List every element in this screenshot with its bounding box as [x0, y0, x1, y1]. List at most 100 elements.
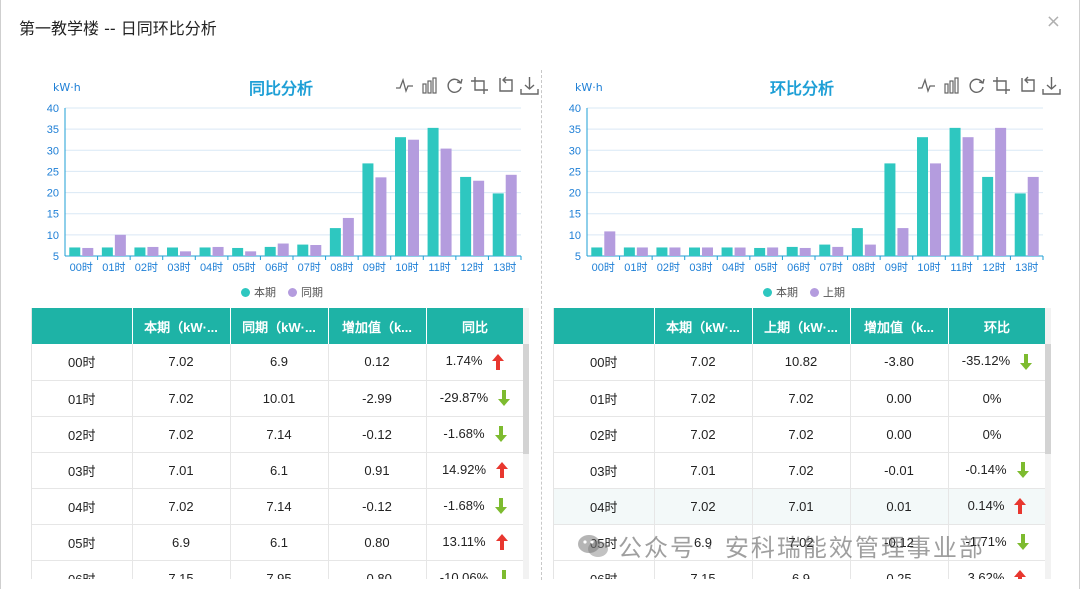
ratio-value: -1.68% [443, 497, 485, 513]
cell-hour: 02时 [32, 416, 133, 453]
x-tick-label: 09时 [885, 261, 908, 274]
crop-icon[interactable] [992, 76, 1011, 95]
table-row[interactable]: 02时 7.02 7.14 -0.12 -1.68% [32, 416, 525, 453]
table-row[interactable]: 03时 7.01 6.1 0.91 14.92% [32, 452, 525, 489]
table-scrollbar[interactable] [523, 308, 529, 579]
arrow-up-icon [492, 354, 505, 371]
table-row[interactable]: 01时 7.02 7.02 0.00 0% [554, 380, 1047, 417]
table-row[interactable]: 03时 7.01 7.02 -0.01 -0.14% [554, 452, 1047, 489]
ratio-value: 1.74% [445, 353, 483, 369]
y-tick-label: 10 [569, 230, 581, 242]
legend-dot-current [763, 287, 772, 297]
bar-compare [767, 247, 779, 256]
line-chart-icon[interactable] [917, 76, 936, 95]
cell-hour: 00时 [32, 344, 133, 381]
scrollbar-thumb[interactable] [523, 344, 529, 454]
close-icon[interactable]: × [1045, 11, 1061, 32]
x-tick-label: 02时 [135, 261, 158, 274]
arrow-down-icon [1016, 534, 1029, 551]
bar-chart-icon[interactable] [420, 76, 439, 95]
bar-current [689, 247, 700, 256]
restore-icon[interactable] [1017, 76, 1036, 95]
column-header-current[interactable]: 本期（kW·... [654, 308, 753, 344]
mom-table-container[interactable]: 本期（kW·... 上期（kW·... 增加值（k... 环比 00时 7.02 1… [553, 308, 1051, 579]
download-icon[interactable] [520, 76, 539, 95]
x-tick-label: 12时 [983, 261, 1006, 274]
refresh-icon[interactable] [445, 76, 464, 95]
column-header-delta[interactable]: 增加值（k... [328, 308, 427, 344]
yoy-legend: 本期 同期 [241, 284, 323, 300]
ratio-value: -1.71% [965, 533, 1007, 549]
x-tick-label: 10时 [917, 261, 940, 274]
bar-compare [799, 247, 811, 256]
arrow-down-icon [494, 498, 507, 515]
column-header-ratio[interactable]: 同比 [426, 308, 525, 344]
table-row[interactable]: 00时 7.02 10.82 -3.80 -35.12% [554, 344, 1047, 381]
mom-chart-title: 环比分析 [770, 79, 835, 98]
table-row[interactable]: 04时 7.02 7.14 -0.12 -1.68% [32, 488, 525, 525]
mom-chart: 5 10 15 20 25 30 35 40 00时 01时 02时 03时 04时 05时 06时 07时 0… [569, 103, 1044, 274]
legend-item-compare[interactable]: 同期 [288, 284, 323, 300]
column-header-hour [32, 308, 133, 344]
column-header-current[interactable]: 本期（kW·... [132, 308, 231, 344]
cell-ratio: -1.71% [948, 524, 1047, 561]
restore-icon[interactable] [495, 76, 514, 95]
bar-current [427, 127, 439, 256]
y-tick-label: 15 [47, 209, 59, 221]
y-tick-label: 40 [569, 103, 581, 115]
bar-compare [147, 246, 159, 256]
cell-hour: 01时 [32, 380, 133, 417]
table-scrollbar[interactable] [1045, 308, 1051, 579]
x-tick-label: 09时 [363, 261, 386, 274]
scrollbar-thumb[interactable] [1045, 344, 1051, 454]
bar-chart-icon[interactable] [942, 76, 961, 95]
legend-item-current[interactable]: 本期 [241, 284, 276, 300]
x-tick-label: 08时 [330, 261, 353, 274]
x-tick-label: 00时 [592, 261, 615, 274]
download-icon[interactable] [1042, 76, 1061, 95]
cell-hour: 01时 [554, 380, 655, 417]
table-row[interactable]: 02时 7.02 7.02 0.00 0% [554, 416, 1047, 453]
column-header-compare[interactable]: 同期（kW·... [230, 308, 329, 344]
table-row[interactable]: 00时 7.02 6.9 0.12 1.74% [32, 344, 525, 381]
bar-compare [604, 231, 616, 256]
table-row[interactable]: 04时 7.02 7.01 0.01 0.14% [554, 488, 1047, 525]
arrow-down-icon [494, 426, 507, 443]
bar-current [199, 247, 211, 256]
table-row[interactable]: 06时 7.15 7.95 -0.80 -10.06% [32, 560, 525, 579]
crop-icon[interactable] [470, 76, 489, 95]
yoy-table-container[interactable]: 本期（kW·... 同期（kW·... 增加值（k... 同比 00时 7.02 6… [31, 308, 529, 579]
line-chart-icon[interactable] [395, 76, 414, 95]
bar-current [460, 176, 472, 256]
x-tick-label: 12时 [461, 261, 484, 274]
bar-compare [408, 139, 419, 256]
bar-compare [440, 148, 452, 256]
x-tick-label: 06时 [265, 261, 288, 274]
legend-item-previous[interactable]: 上期 [810, 284, 845, 300]
cell-hour: 06时 [554, 560, 655, 579]
table-row[interactable]: 05时 6.9 6.1 0.80 13.11% [32, 524, 525, 561]
y-axis-unit: kW·h [575, 81, 603, 94]
cell-ratio: 3.62% [948, 560, 1047, 579]
table-row[interactable]: 01时 7.02 10.01 -2.99 -29.87% [32, 380, 525, 417]
refresh-icon[interactable] [967, 76, 986, 95]
column-header-ratio[interactable]: 环比 [948, 308, 1047, 344]
bar-current [721, 247, 733, 256]
bar-current [101, 247, 113, 256]
ratio-value: 13.11% [442, 533, 486, 549]
x-tick-label: 08时 [852, 261, 875, 274]
column-header-delta[interactable]: 增加值（k... [850, 308, 949, 344]
x-tick-label: 01时 [624, 261, 647, 274]
bar-current [656, 247, 668, 256]
mom-table: 本期（kW·... 上期（kW·... 增加值（k... 环比 00时 7.02 1… [554, 308, 1047, 579]
table-row[interactable]: 06时 7.15 6.9 0.25 3.62% [554, 560, 1047, 579]
legend-label-previous: 上期 [823, 286, 845, 299]
x-tick-label: 13时 [1015, 261, 1038, 274]
column-header-previous[interactable]: 上期（kW·... [752, 308, 851, 344]
mom-legend: 本期 上期 [763, 284, 845, 300]
chart-toolbar [917, 76, 1061, 95]
legend-dot-compare [288, 287, 297, 297]
legend-item-current[interactable]: 本期 [763, 284, 798, 300]
